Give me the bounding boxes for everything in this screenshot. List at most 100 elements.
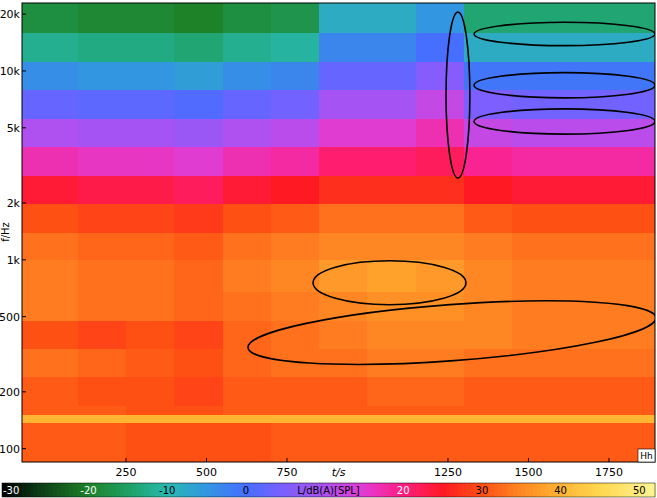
heat-cell xyxy=(561,348,610,377)
heat-cell xyxy=(561,291,610,320)
heat-cell xyxy=(416,61,465,90)
x-axis-title: t/s xyxy=(332,466,346,479)
heat-cell xyxy=(367,146,416,176)
heat-cell xyxy=(126,3,175,33)
heat-cell xyxy=(78,146,127,176)
heat-cell xyxy=(609,175,655,203)
colorbar-slice xyxy=(447,483,452,497)
colorbar-slice xyxy=(144,483,149,497)
colorbar-slice xyxy=(427,483,432,497)
heat-cell xyxy=(78,3,127,33)
heat-cell xyxy=(22,291,78,320)
heat-cell xyxy=(78,260,127,292)
heat-cell xyxy=(464,3,513,33)
heat-cell xyxy=(512,260,561,292)
heat-cell xyxy=(126,175,175,203)
colorbar-tick-label: -10 xyxy=(159,485,175,496)
highlight-ellipse xyxy=(313,261,466,305)
colorbar-slice xyxy=(545,483,550,497)
heat-cell xyxy=(367,61,416,90)
x-tick-label: 750 xyxy=(276,466,297,479)
colorbar-slice xyxy=(380,483,385,497)
heat-cell xyxy=(416,146,465,176)
heat-cell xyxy=(223,414,272,423)
heat-cell xyxy=(271,175,320,203)
heat-cell xyxy=(271,377,320,406)
colorbar-tick-label: 40 xyxy=(554,485,567,496)
colorbar-slice xyxy=(218,483,223,497)
heat-cell xyxy=(561,89,610,119)
colorbar-slice xyxy=(57,483,62,497)
heat-cell xyxy=(223,260,272,292)
colorbar-slice xyxy=(289,483,294,497)
colorbar-slice xyxy=(254,483,259,497)
annotation: Hh xyxy=(640,451,652,461)
heat-cell xyxy=(78,119,127,147)
colorbar-slice xyxy=(140,483,145,497)
heat-cell xyxy=(512,320,561,349)
heat-cell xyxy=(174,414,223,423)
heat-cell xyxy=(561,405,610,415)
heat-cell xyxy=(78,32,127,61)
heat-cell xyxy=(223,175,272,203)
heat-cell xyxy=(319,377,368,406)
heat-cell xyxy=(22,232,78,260)
colorbar-slice xyxy=(411,483,416,497)
heat-cell xyxy=(319,89,368,119)
x-tick xyxy=(447,458,448,462)
heat-cell xyxy=(416,3,465,33)
y-tick-label: 20k xyxy=(0,8,21,21)
colorbar-slice xyxy=(608,483,613,497)
colorbar-slice xyxy=(41,483,46,497)
heat-cell xyxy=(271,203,320,233)
heat-cell xyxy=(367,175,416,203)
heat-cell xyxy=(174,61,223,90)
heat-cell xyxy=(609,414,655,423)
highlight-ellipse xyxy=(446,12,470,178)
heat-cell xyxy=(223,146,272,176)
heat-cell xyxy=(416,320,465,349)
y-tick xyxy=(22,14,26,15)
colorbar-slice xyxy=(596,483,601,497)
colorbar-slice xyxy=(568,483,573,497)
heat-cell xyxy=(464,320,513,349)
heat-cell xyxy=(609,203,655,233)
heat-cell xyxy=(223,422,272,434)
heat-cell xyxy=(174,434,223,462)
heat-cell xyxy=(78,414,127,423)
x-tick xyxy=(286,458,287,462)
colorbar-slice xyxy=(112,483,117,497)
colorbar-slice xyxy=(494,483,499,497)
y-tick-label: 1k xyxy=(7,254,21,267)
colorbar-slice xyxy=(183,483,188,497)
colorbar-slice xyxy=(222,483,227,497)
heat-cell xyxy=(78,348,127,377)
colorbar-slice xyxy=(49,483,54,497)
heat-cell xyxy=(319,203,368,233)
heat-cell xyxy=(512,32,561,61)
heat-cell xyxy=(609,434,655,462)
colorbar-slice xyxy=(624,483,629,497)
colorbar-slice xyxy=(179,483,184,497)
heat-cell xyxy=(561,434,610,462)
heat-cell xyxy=(319,175,368,203)
colorbar-slice xyxy=(647,483,652,497)
highlight-ellipse xyxy=(474,109,655,134)
heat-cell xyxy=(512,291,561,320)
colorbar-slice xyxy=(191,483,196,497)
colorbar-slice xyxy=(187,483,192,497)
heat-cell xyxy=(319,434,368,462)
colorbar-slice xyxy=(360,483,365,497)
heat-cell xyxy=(416,377,465,406)
colorbar-slice xyxy=(124,483,129,497)
colorbar-slice xyxy=(230,483,235,497)
heat-cell xyxy=(319,414,368,423)
heat-cell xyxy=(512,3,561,33)
heat-cell xyxy=(561,260,610,292)
heat-cell xyxy=(22,203,78,233)
colorbar-slice xyxy=(372,483,377,497)
heat-cell xyxy=(464,232,513,260)
heat-cell xyxy=(22,348,78,377)
heat-cell xyxy=(22,377,78,406)
heat-cell xyxy=(223,61,272,90)
